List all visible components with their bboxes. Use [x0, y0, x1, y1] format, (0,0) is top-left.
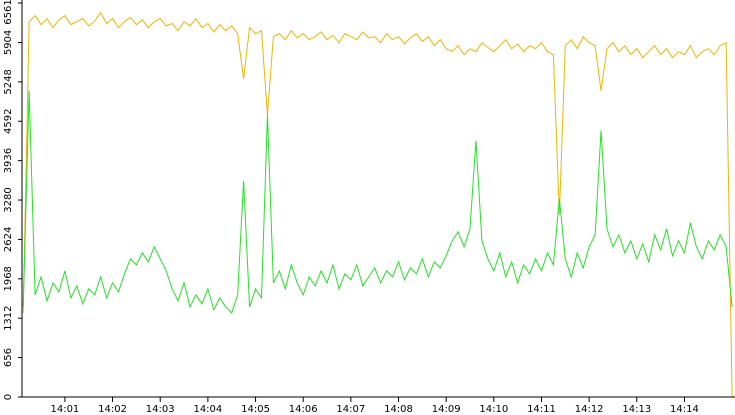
x-tick-label: 14:05 [241, 404, 270, 415]
x-tick-label: 14:03 [146, 404, 175, 415]
series-line [22, 11, 733, 398]
y-tick-label: 4592 [3, 109, 14, 134]
x-tick-label: 14:11 [527, 404, 556, 415]
x-tick-label: 14:08 [384, 404, 413, 415]
y-tick-label: 5248 [3, 69, 14, 94]
y-tick-label: 1968 [3, 266, 14, 291]
x-tick-label: 14:13 [622, 404, 651, 415]
x-tick-label: 14:14 [670, 404, 699, 415]
y-tick-label: 6561 [3, 0, 14, 25]
x-tick-label: 14:02 [98, 404, 127, 415]
y-tick-label: 0 [3, 394, 14, 400]
y-tick-label: 3280 [3, 187, 14, 212]
x-tick-label: 14:01 [50, 404, 79, 415]
y-tick-label: 2624 [3, 227, 14, 252]
x-tick-label: 14:12 [575, 404, 604, 415]
x-tick-label: 14:04 [193, 404, 222, 415]
x-tick-label: 14:09 [432, 404, 461, 415]
y-tick-label: 3936 [3, 148, 14, 173]
series-line [22, 90, 733, 314]
x-tick-label: 14:10 [479, 404, 508, 415]
y-tick-label: 5904 [3, 30, 14, 55]
x-tick-label: 14:07 [336, 404, 365, 415]
y-tick-label: 656 [3, 348, 14, 367]
y-tick-label: 1312 [3, 305, 14, 330]
x-tick-label: 14:06 [289, 404, 318, 415]
